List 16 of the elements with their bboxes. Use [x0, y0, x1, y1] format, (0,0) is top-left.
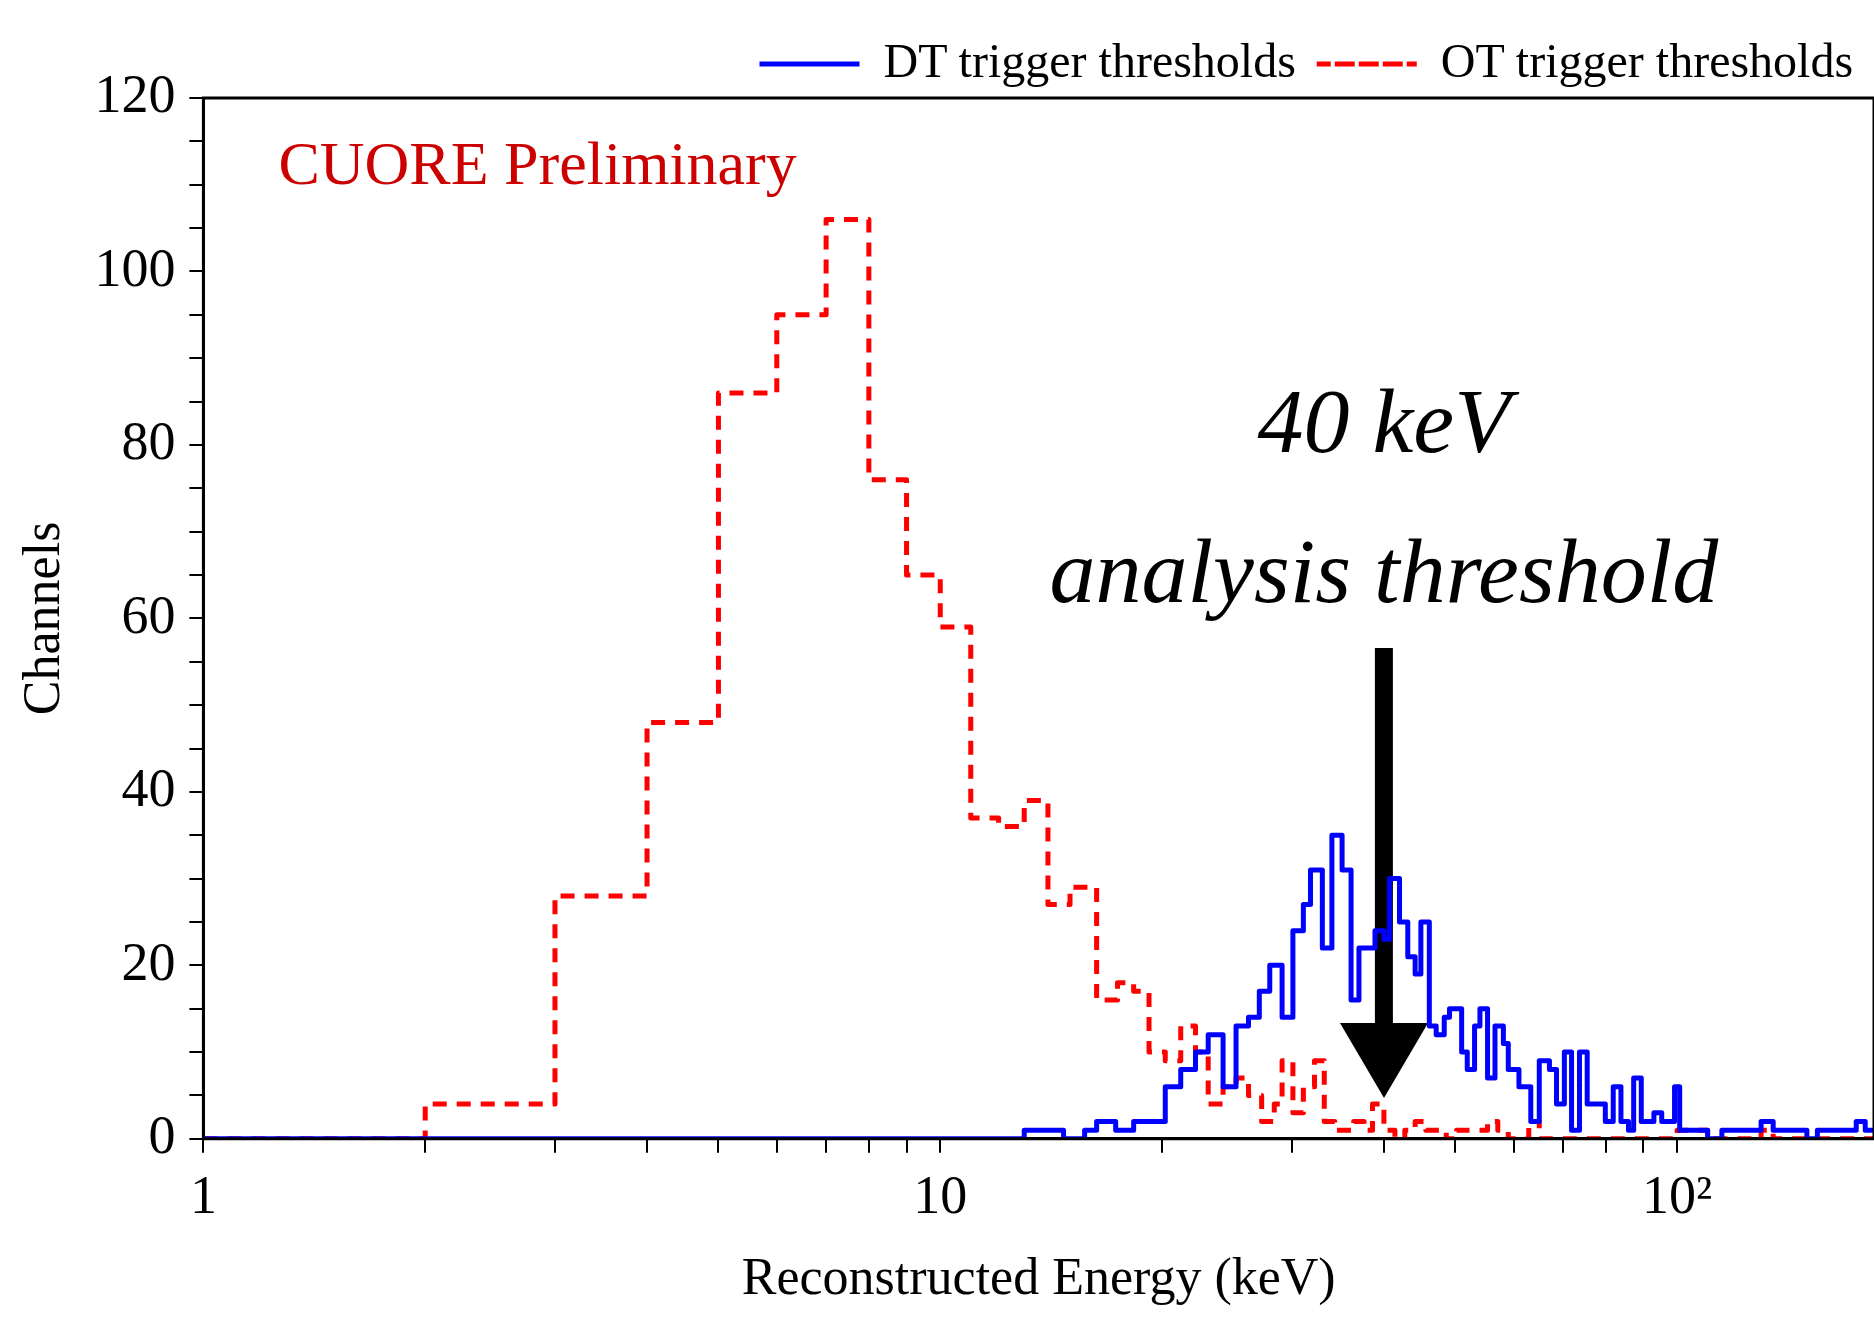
x-tick-label: 10²	[1642, 1165, 1713, 1226]
legend-label: OT trigger thresholds	[1440, 33, 1854, 87]
y-tick-label: 100	[94, 237, 176, 298]
annotation: CUORE Preliminary	[278, 129, 797, 198]
y-tick-label: 0	[148, 1104, 176, 1165]
x-tick-label: 10	[913, 1165, 968, 1226]
x-axis-title: Reconstructed Energy (keV)	[741, 1248, 1336, 1307]
y-tick-label: 80	[121, 411, 176, 472]
y-axis-title: Channels	[12, 521, 70, 716]
y-tick-label: 120	[94, 64, 176, 125]
y-tick-label: 60	[121, 584, 176, 645]
ref-line-label: 40 keV analysis threshold	[1049, 370, 1720, 623]
x-tick-label: 1	[189, 1165, 217, 1226]
y-tick-label: 20	[121, 931, 176, 992]
legend-label: DT trigger thresholds	[883, 33, 1296, 87]
y-tick-label: 40	[121, 758, 176, 819]
